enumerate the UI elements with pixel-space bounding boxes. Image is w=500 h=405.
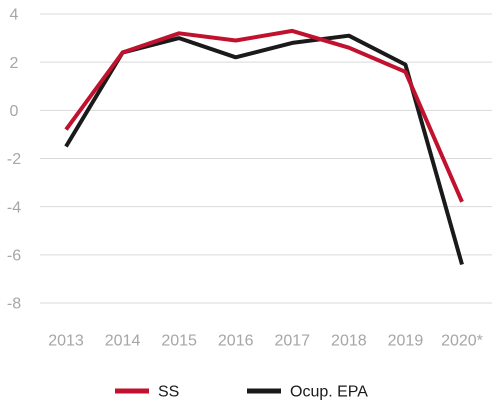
x-tick-label: 2018 bbox=[331, 333, 367, 350]
y-tick-label: 4 bbox=[10, 7, 19, 24]
legend: SS Ocup. EPA bbox=[115, 384, 368, 401]
series-line-ss bbox=[64, 28, 464, 203]
legend-label-ocup-epa: Ocup. EPA bbox=[290, 384, 368, 401]
y-tick-label: -2 bbox=[7, 151, 21, 168]
y-tick-label: -6 bbox=[7, 247, 21, 264]
x-tick-label: 2020* bbox=[441, 333, 483, 350]
y-tick-label: -4 bbox=[7, 199, 21, 216]
gridlines bbox=[40, 13, 492, 304]
series-lines bbox=[64, 28, 464, 266]
y-axis-tick-labels: 4 2 0 -2 -4 -6 -8 bbox=[7, 7, 21, 313]
y-tick-label: -8 bbox=[7, 296, 21, 313]
x-tick-label: 2013 bbox=[48, 333, 84, 350]
x-axis-tick-labels: 2013 2014 2015 2016 2017 2018 2019 2020* bbox=[48, 333, 483, 350]
x-tick-label: 2019 bbox=[388, 333, 424, 350]
y-tick-label: 2 bbox=[10, 55, 19, 72]
x-tick-label: 2014 bbox=[105, 333, 141, 350]
y-tick-label: 0 bbox=[10, 103, 19, 120]
x-tick-label: 2015 bbox=[161, 333, 197, 350]
legend-label-ss: SS bbox=[158, 384, 179, 401]
x-tick-label: 2017 bbox=[274, 333, 310, 350]
x-tick-label: 2016 bbox=[218, 333, 254, 350]
